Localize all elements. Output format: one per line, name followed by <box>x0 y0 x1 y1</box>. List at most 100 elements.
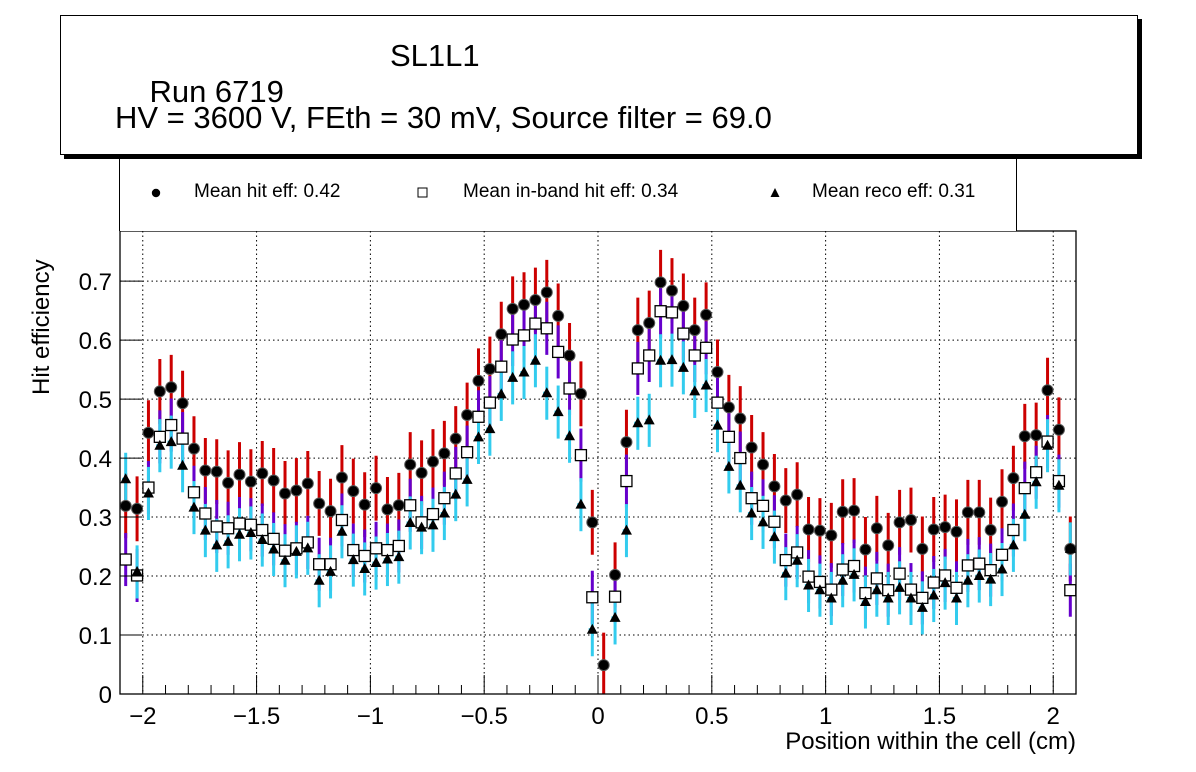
data-point-reco <box>882 592 894 603</box>
data-point-reco <box>951 592 962 603</box>
data-point-hit <box>654 276 667 289</box>
data-point-hit <box>370 482 383 495</box>
data-point-inband <box>961 559 975 572</box>
data-point-reco <box>1030 476 1042 487</box>
data-point-reco <box>791 554 803 565</box>
data-point-hit <box>984 524 997 537</box>
data-point-inband <box>483 396 497 409</box>
data-point-hit <box>939 521 952 534</box>
data-point-hit <box>1041 384 1054 397</box>
data-point-inband <box>540 322 553 335</box>
data-point-hit <box>233 468 246 481</box>
data-point-reco <box>632 417 644 428</box>
x-tick-label: −1.5 <box>233 703 280 730</box>
data-point-inband <box>711 396 724 409</box>
data-point-reco <box>609 611 621 622</box>
data-point-reco <box>916 601 928 612</box>
data-point-inband <box>1018 482 1031 495</box>
data-point-hit <box>609 568 622 581</box>
data-point-inband <box>449 467 462 480</box>
data-point-hit <box>859 543 872 556</box>
data-point-reco <box>245 526 257 537</box>
data-point-reco <box>768 531 780 542</box>
data-point-reco <box>757 516 769 527</box>
data-point-hit <box>768 480 781 493</box>
x-axis-ticks: −2 −1.5 −1 −0.5 0 0.5 1 1.5 2 <box>119 675 1077 730</box>
data-point-inband <box>256 523 269 537</box>
data-point-reco <box>461 473 473 484</box>
data-point-inband <box>608 590 622 603</box>
data-point-hit <box>426 455 439 468</box>
data-point-reco <box>325 565 337 576</box>
data-point-hit <box>700 308 713 321</box>
data-point-hit <box>495 328 508 341</box>
data-point-reco <box>734 479 746 490</box>
data-point-hit <box>199 464 212 477</box>
data-point-hit <box>335 471 348 484</box>
data-point-hit <box>813 524 826 537</box>
data-point-inband <box>734 451 747 465</box>
data-point-hit <box>665 284 678 297</box>
data-point-reco <box>336 525 348 536</box>
data-point-inband <box>768 515 781 528</box>
data-point-inband <box>176 432 189 445</box>
data-point-inband <box>893 567 906 580</box>
data-point-reco <box>780 567 792 578</box>
data-point-inband <box>404 499 417 512</box>
x-tick-label: −1 <box>357 703 384 730</box>
data-point-hit <box>848 504 861 517</box>
data-point-inband <box>335 513 349 527</box>
data-point-inband <box>460 446 474 459</box>
layer-label: SL1L1 <box>390 38 480 73</box>
data-point-reco <box>1042 439 1054 450</box>
data-point-inband <box>199 507 212 520</box>
data-point-inband <box>221 522 235 535</box>
data-point-reco <box>142 487 154 498</box>
data-point-hit <box>1007 472 1020 485</box>
data-point-reco <box>370 557 382 568</box>
data-point-hit <box>449 432 462 445</box>
data-point-inband <box>313 558 326 571</box>
data-point-inband <box>1064 584 1077 597</box>
data-point-reco <box>290 545 302 556</box>
data-point-reco <box>268 543 280 554</box>
x-tick-label: −2 <box>129 703 156 730</box>
data-point-reco <box>234 528 245 539</box>
data-point-inband <box>426 507 440 521</box>
data-point-inband <box>347 543 360 557</box>
title-line-1: Run 6719 SL1L1 <box>115 38 479 182</box>
x-tick-label: −0.5 <box>460 703 507 730</box>
data-point-inband <box>643 349 656 362</box>
legend: Mean hit eff: 0.42 Mean in-band hit eff:… <box>119 156 1017 231</box>
data-point-hit <box>131 502 144 515</box>
data-point-reco <box>381 553 393 564</box>
data-point-reco <box>814 584 826 595</box>
data-point-reco <box>677 361 689 372</box>
y-tick-label: 0.7 <box>79 269 112 296</box>
data-point-hit <box>836 505 849 518</box>
y-tick-label: 0.3 <box>79 505 112 532</box>
data-point-reco <box>1007 539 1019 550</box>
data-point-hit <box>438 447 451 460</box>
data-point-hit <box>950 525 963 538</box>
data-point-inband <box>529 317 542 330</box>
data-point-hit <box>153 385 166 398</box>
y-tick-label: 0 <box>99 682 112 709</box>
data-point-reco <box>154 439 166 450</box>
data-point-hit <box>961 506 974 519</box>
data-point-reco <box>973 570 985 581</box>
data-point-inband <box>563 382 576 395</box>
data-point-hit <box>973 506 986 519</box>
data-point-hit <box>711 365 724 378</box>
data-point-hit <box>483 363 496 376</box>
data-point-inband <box>654 305 667 318</box>
data-point-reco <box>564 430 576 441</box>
data-point-hit <box>734 412 747 425</box>
data-point-hit <box>574 387 587 400</box>
data-point-hit <box>381 503 394 516</box>
data-point-hit <box>267 474 280 487</box>
data-point-inband <box>119 553 132 566</box>
data-point-hit <box>552 309 565 322</box>
data-point-inband <box>278 544 292 557</box>
